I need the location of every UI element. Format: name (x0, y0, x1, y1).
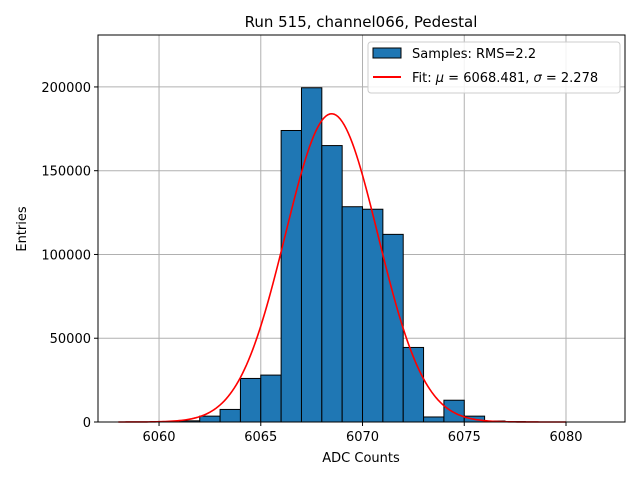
y-axis-ticks: 0 50000 100000 150000 200000 (41, 81, 98, 431)
histogram-bar-6 (280, 129, 302, 423)
histogram-bars (178, 87, 526, 423)
y-tick-label-1: 50000 (50, 332, 91, 347)
legend-fit-mu-value: = 6068.481, (444, 71, 533, 86)
histogram-bar-9 (341, 206, 364, 423)
fit-curve-layer (118, 112, 566, 423)
x-tick-label-0: 6060 (142, 430, 175, 445)
x-axis-label: ADC Counts (322, 451, 400, 466)
legend-samples-label: Samples: RMS=2.2 (412, 47, 536, 62)
histogram-bar-3 (219, 408, 241, 423)
legend-fit-prefix: Fit: (412, 71, 436, 86)
histogram-bar-7 (300, 87, 323, 423)
x-tick-label-3: 6075 (448, 430, 481, 445)
legend: Samples: RMS=2.2 Fit: μ = 6068.481, σ = … (367, 41, 621, 94)
x-tick-label-2: 6070 (346, 430, 379, 445)
y-tick-label-3: 150000 (41, 165, 91, 180)
histogram-bar-8 (321, 145, 343, 423)
legend-fit-sigma-value: = 2.278 (542, 71, 598, 86)
y-tick-label-2: 100000 (41, 248, 91, 263)
histogram-bar-13 (423, 416, 445, 423)
x-tick-label-4: 6080 (549, 430, 582, 445)
histogram-bar-5 (260, 374, 282, 423)
gaussian-fit-line (118, 112, 566, 423)
legend-samples-swatch (372, 47, 402, 59)
legend-fit-mu-symbol: μ (435, 71, 444, 86)
legend-fit-label: Fit: μ = 6068.481, σ = 2.278 (412, 71, 598, 86)
histogram-bar-14 (443, 399, 465, 423)
chart-title: Run 515, channel066, Pedestal (245, 13, 478, 31)
x-axis-ticks: 6060 6065 6070 6075 6080 (142, 422, 583, 445)
histogram-bar-4 (239, 377, 262, 423)
x-tick-label-1: 6065 (244, 430, 277, 445)
histogram-bar-2 (199, 415, 221, 423)
plot-area-frame (97, 34, 626, 423)
legend-box (367, 41, 621, 94)
y-tick-label-4: 200000 (41, 81, 91, 96)
legend-fit-sigma-symbol: σ (534, 71, 543, 86)
y-axis-label: Entries (15, 206, 30, 252)
y-tick-label-0: 0 (83, 416, 91, 431)
histogram-bar-11 (382, 233, 404, 423)
